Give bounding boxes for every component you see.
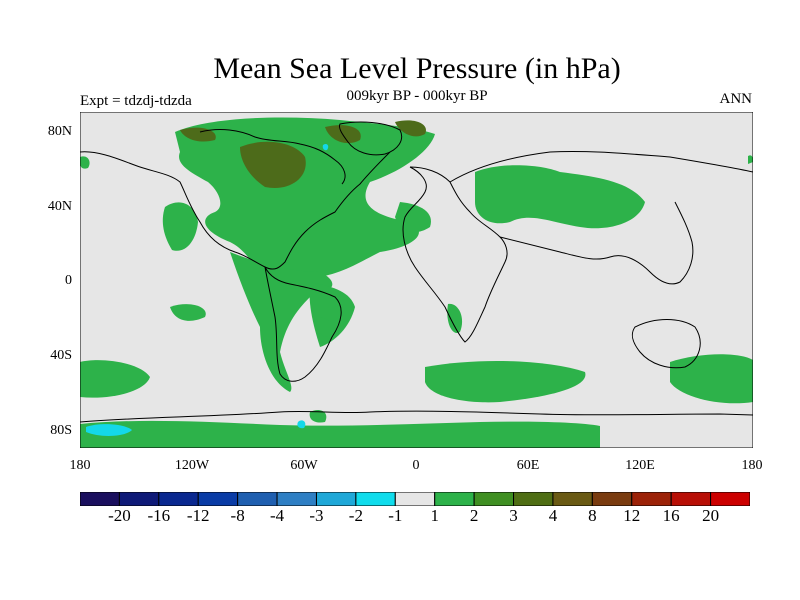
colorbar-label: 3 [509,506,518,525]
colorbar-label: -2 [348,506,363,525]
season-label: ANN [719,91,753,107]
lat-tick-40n: 40N [47,199,72,214]
pressure-map [80,112,753,448]
lon-tick-120w: 120W [174,458,210,473]
colorbar-label: -20 [108,506,131,525]
colorbar-box [631,492,672,506]
colorbar-box [118,492,160,506]
lon-tick-180w: 180 [69,458,91,473]
colorbar-label: -3 [309,506,324,525]
colorbar-box [158,492,199,506]
period-subtitle: 009kyr BP - 000kyr BP [346,88,488,104]
colorbar-label: 12 [623,506,641,525]
colorbar-label: -4 [269,506,285,525]
lat-tick-0: 0 [65,273,72,288]
colorbar-box [80,492,120,506]
page-title: Mean Sea Level Pressure (in hPa) [213,52,621,85]
colorbar-box [434,492,475,506]
lon-tick-180e: 180 [741,458,763,473]
negative-anomaly-regions [86,143,329,436]
colorbar-box [513,492,554,506]
colorbar-label: 16 [662,506,680,525]
colorbar-box [591,492,633,506]
colorbar-box [315,492,357,506]
colorbar-label: 8 [588,506,597,525]
colorbar-label: -12 [186,506,210,525]
colorbar-box [197,492,239,506]
lat-tick-80n: 80N [47,124,72,139]
colorbar-box [394,492,436,506]
lon-tick-0: 0 [412,458,420,473]
colorbar-box [670,492,712,506]
colorbar-box [237,492,278,506]
coastlines [80,121,753,423]
lat-tick-40s: 40S [50,348,72,363]
lon-tick-60e: 60E [516,458,540,473]
colorbar-box [552,492,593,506]
colorbar-label: -1 [388,506,403,525]
lon-tick-60w: 60W [290,458,318,473]
colorbar-label: 20 [702,506,720,525]
lat-tick-80s: 80S [50,423,72,438]
colorbar-label: 4 [548,506,558,525]
colorbar-label: -8 [230,506,245,525]
colorbar-box [355,492,396,506]
lon-tick-120e: 120E [625,458,655,473]
colorbar-box [473,492,515,506]
colorbar-label: 2 [469,506,479,525]
colorbar-label: -16 [147,506,171,525]
positive-anomaly-regions [80,117,753,448]
colorbar [80,492,750,506]
colorbar-label: 1 [430,506,439,525]
colorbar-box [710,492,750,506]
experiment-label: Expt = tdzdj-tdzda [80,93,192,109]
colorbar-box [276,492,317,506]
